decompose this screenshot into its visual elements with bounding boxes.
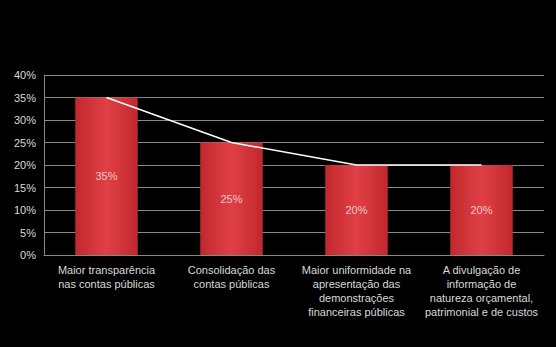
svg-text:35%: 35% <box>14 92 36 104</box>
svg-text:40%: 40% <box>14 69 36 81</box>
svg-text:A divulgação de: A divulgação de <box>443 264 521 276</box>
svg-text:contas públicas: contas públicas <box>194 278 270 290</box>
svg-text:demonstrações: demonstrações <box>319 292 395 304</box>
svg-text:Maior uniformidade na: Maior uniformidade na <box>302 264 412 276</box>
svg-text:Maior transparência: Maior transparência <box>58 264 156 276</box>
svg-text:5%: 5% <box>20 227 36 239</box>
svg-text:natureza orçamental,: natureza orçamental, <box>430 292 533 304</box>
svg-text:financeiras públicas: financeiras públicas <box>308 306 405 318</box>
svg-text:25%: 25% <box>220 193 242 205</box>
svg-text:nas contas públicas: nas contas públicas <box>58 278 155 290</box>
svg-text:0%: 0% <box>20 249 36 261</box>
svg-text:20%: 20% <box>14 159 36 171</box>
svg-text:informação de: informação de <box>447 278 517 290</box>
svg-text:20%: 20% <box>470 204 492 216</box>
svg-text:20%: 20% <box>345 204 367 216</box>
svg-text:apresentação das: apresentação das <box>313 278 401 290</box>
svg-text:10%: 10% <box>14 204 36 216</box>
svg-text:25%: 25% <box>14 137 36 149</box>
svg-text:Consolidação das: Consolidação das <box>188 264 276 276</box>
svg-text:35%: 35% <box>95 170 117 182</box>
svg-text:15%: 15% <box>14 182 36 194</box>
svg-text:patrimonial e de custos: patrimonial e de custos <box>425 306 539 318</box>
svg-text:30%: 30% <box>14 114 36 126</box>
